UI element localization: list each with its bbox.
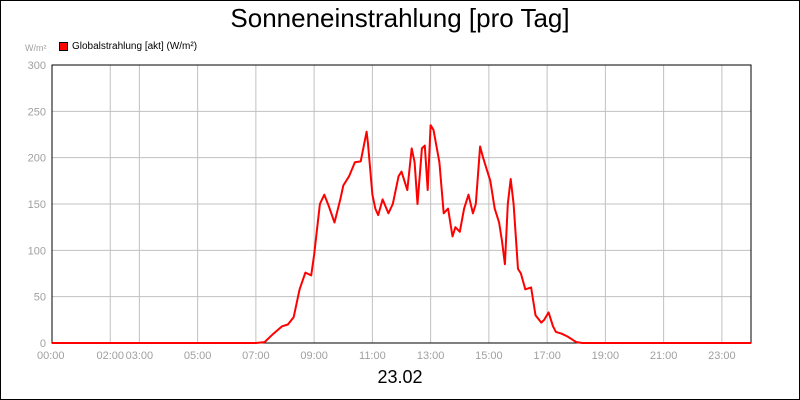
x-axis-label: 23.02 [377,367,423,387]
x-tick-label: 17:00 [533,350,561,362]
x-tick-label: 00:00 [37,350,65,362]
y-tick-label: 200 [28,153,46,165]
x-tick-label: 03:00 [126,350,154,362]
x-tick-label: 09:00 [300,350,328,362]
legend-swatch [59,41,68,51]
y-axis-label: W/m² [25,43,47,53]
y-tick-label: 0 [40,338,46,350]
x-tick-label: 23:00 [708,350,736,362]
series-line [52,124,751,344]
x-tick-label: 11:00 [359,350,386,362]
x-tick-label: 07:00 [242,350,270,362]
y-tick-label: 300 [28,60,46,72]
chart-title: Sonneneinstrahlung [pro Tag] [230,3,570,33]
x-tick-label: 05:00 [184,350,212,362]
x-tick-label: 21:00 [650,350,678,362]
y-tick-label: 100 [28,245,46,257]
y-tick-label: 150 [28,199,46,211]
x-tick-label: 19:00 [592,350,620,362]
y-tick-label: 250 [28,106,46,118]
plot-border [51,64,752,344]
x-tick-label: 02:00 [96,350,124,362]
legend: Globalstrahlung [akt] (W/m²) [59,39,197,53]
y-tick-label: 50 [34,292,46,304]
x-tick-label: 13:00 [417,350,445,362]
legend-label: Globalstrahlung [akt] (W/m²) [72,40,198,52]
x-tick-label: 15:00 [475,350,503,362]
